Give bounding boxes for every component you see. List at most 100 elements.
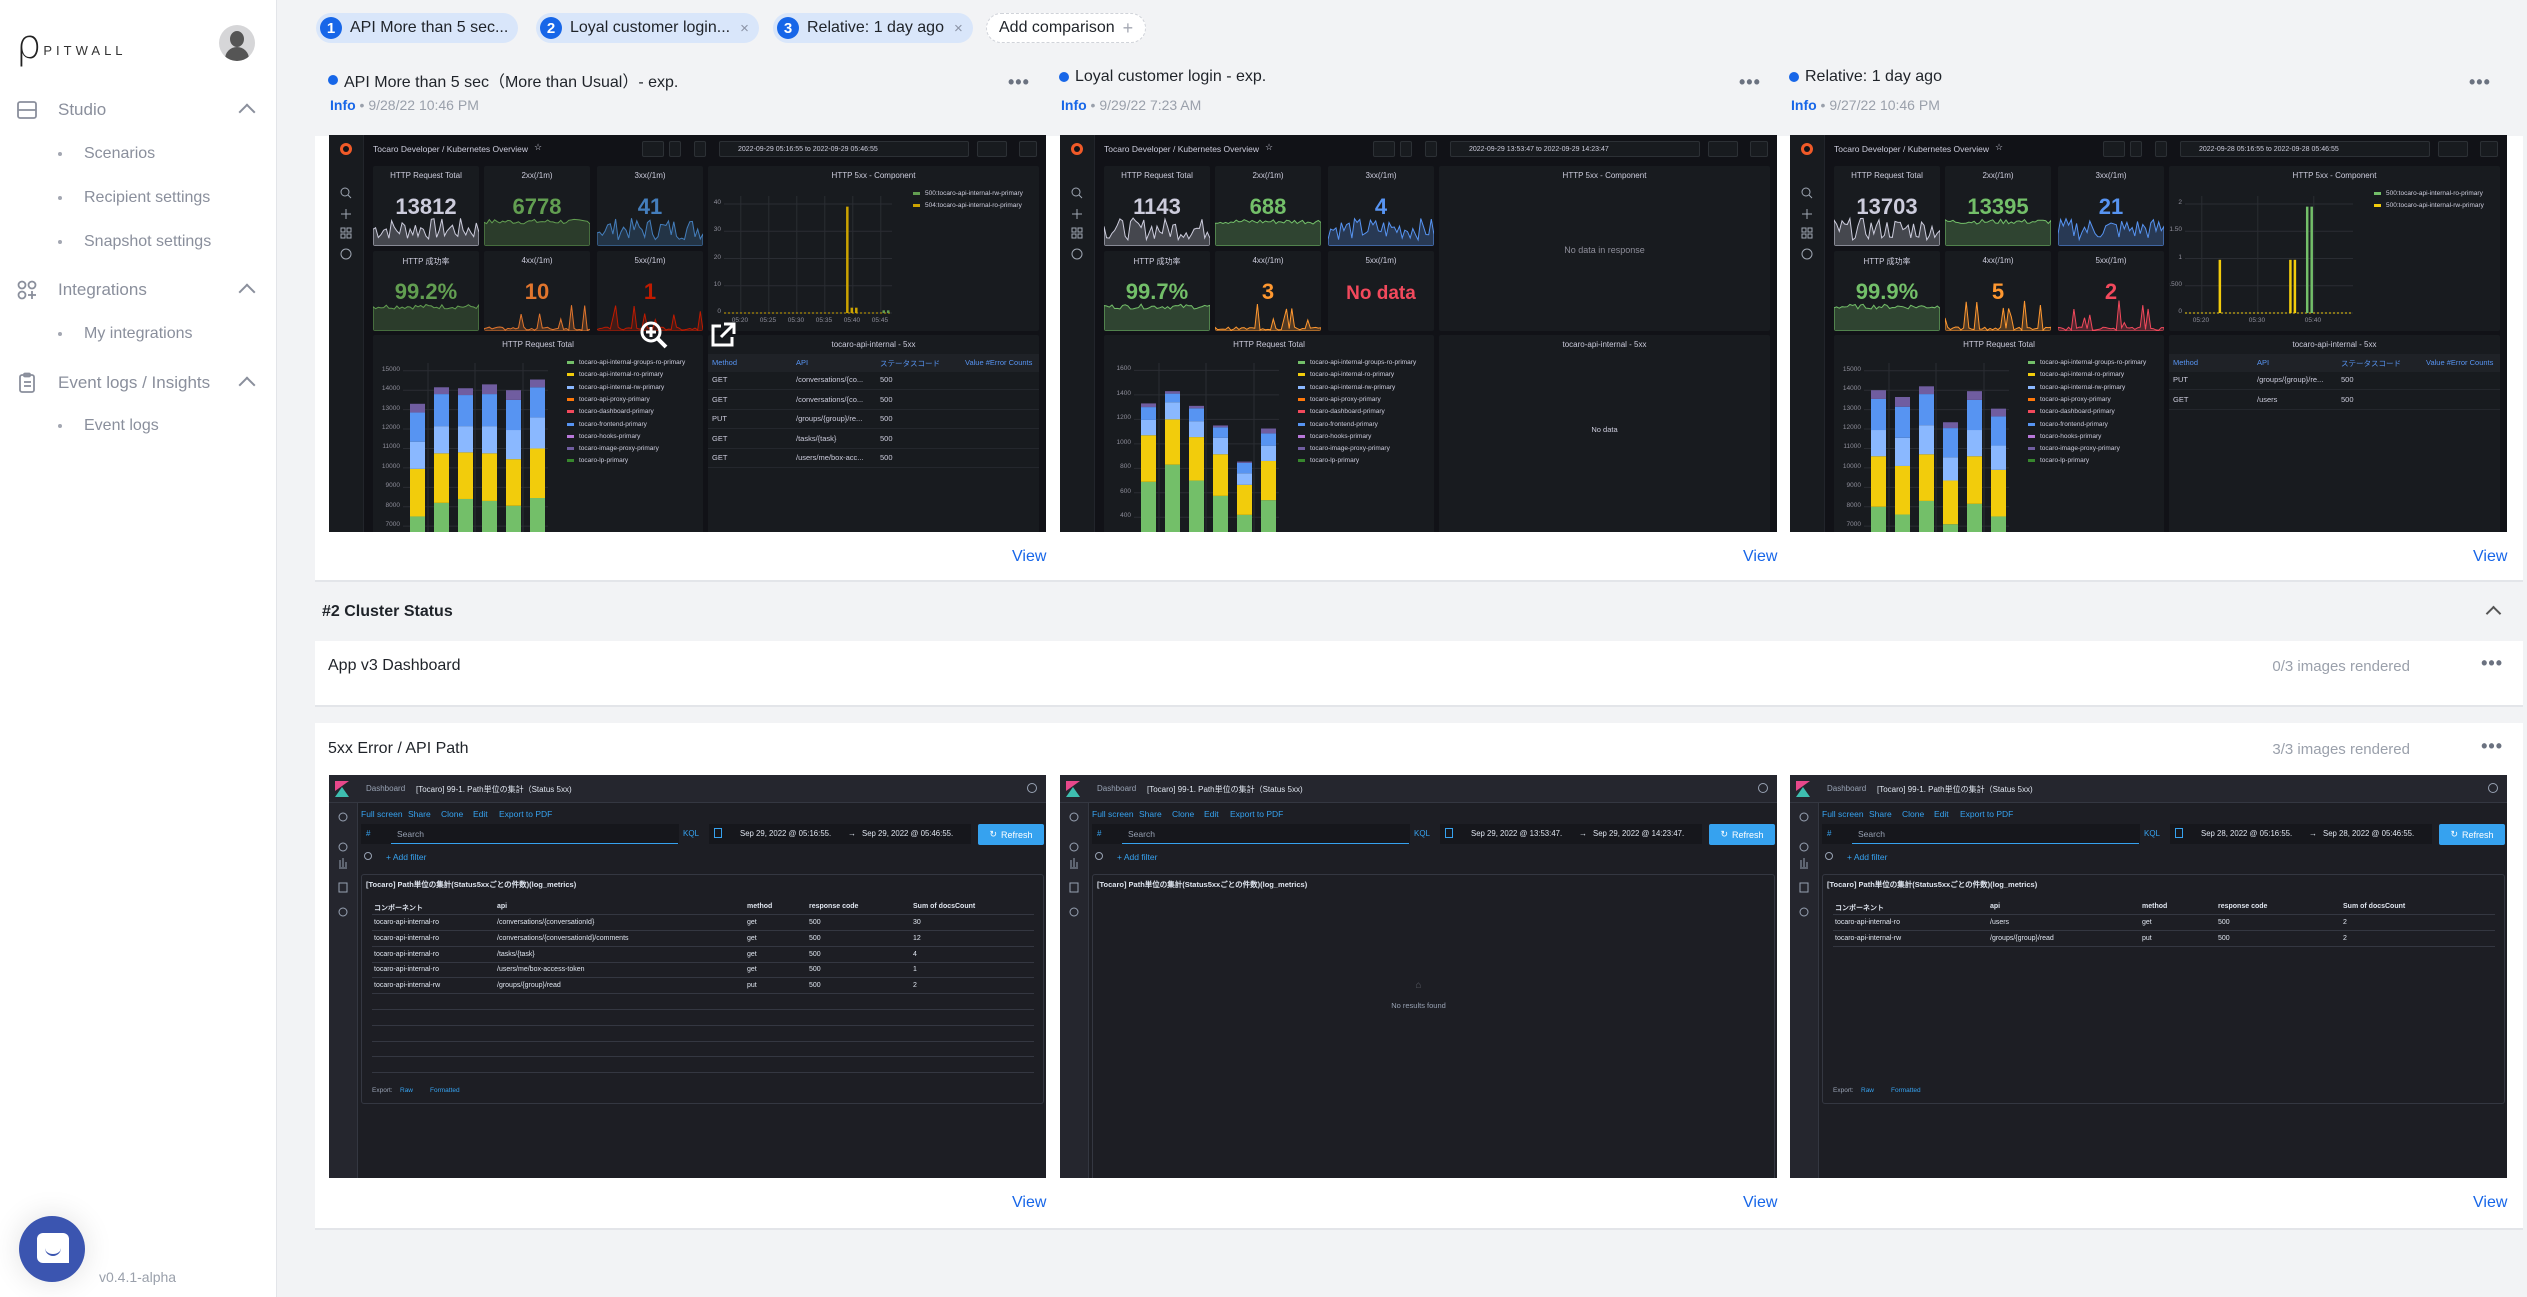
settings-button[interactable] <box>694 141 706 157</box>
table-header-cell[interactable]: Method <box>2173 358 2199 367</box>
stat-panel[interactable]: 2xx(/1m) 688 <box>1215 166 1321 246</box>
table-header-cell[interactable]: Value #Error Counts <box>2426 358 2494 367</box>
view-link[interactable]: View <box>1743 548 1778 565</box>
legend-item[interactable]: tocaro-hooks-primary <box>567 433 640 440</box>
stat-panel[interactable]: HTTP 成功率 99.2% <box>373 251 479 331</box>
table-header-cell[interactable]: Sum of docsCount <box>913 903 976 910</box>
search-input[interactable]: Search <box>1852 824 2139 844</box>
save-button[interactable] <box>669 141 681 157</box>
calendar-icon[interactable] <box>714 828 722 838</box>
refresh-button[interactable]: ↻ Refresh <box>978 824 1044 845</box>
legend-item[interactable]: 500:tocaro-api-internal-ro-primary <box>2374 190 2483 197</box>
stat-panel[interactable]: HTTP Request Total 13812 <box>373 166 479 246</box>
toolbar-link[interactable]: Share <box>408 809 431 819</box>
toolbar-link[interactable]: Export to PDF <box>1960 809 2014 819</box>
sidebar-item-my-integrations[interactable]: My integrations <box>58 325 193 343</box>
more-options-button[interactable]: ••• <box>1008 72 1030 92</box>
table-header-cell[interactable]: api <box>1990 903 2001 910</box>
end-date[interactable]: Sep 29, 2022 @ 05:46:55. <box>862 829 954 838</box>
pitwall-logo[interactable]: ρ PITWALL <box>16 25 127 65</box>
index-pattern-menu[interactable]: # <box>1827 829 1832 838</box>
legend-item[interactable]: tocaro-api-internal-ro-primary <box>2028 371 2124 378</box>
view-link[interactable]: View <box>1743 1194 1778 1211</box>
collapse-chevron-icon[interactable] <box>2485 605 2502 622</box>
table-header-cell[interactable]: Method <box>712 358 738 367</box>
toolbar-link[interactable]: Share <box>1139 809 1162 819</box>
more-options-button[interactable]: ••• <box>2481 653 2503 673</box>
chevron-up-icon[interactable] <box>238 376 256 394</box>
legend-item[interactable]: tocaro-frontend-primary <box>567 421 647 428</box>
close-icon[interactable]: × <box>740 19 749 37</box>
sidebar-item-recipient-settings[interactable]: Recipient settings <box>58 189 210 207</box>
legend-item[interactable]: tocaro-api-internal-ro-primary <box>1298 371 1394 378</box>
add-filter-link[interactable]: + Add filter <box>1847 852 1888 862</box>
filter-settings-icon[interactable] <box>364 852 372 860</box>
stat-panel[interactable]: 3xx(/1m) 4 <box>1328 166 1434 246</box>
zoom-in-icon[interactable] <box>639 320 669 350</box>
time-range-picker[interactable]: 2022-09-29 13:53:47 to 2022-09-29 14:23:… <box>1450 141 1700 157</box>
stat-panel[interactable]: 5xx(/1m) 1 <box>597 251 703 331</box>
time-range-picker[interactable]: 2022-09-28 05:16:55 to 2022-09-28 05:46:… <box>2180 141 2430 157</box>
legend-item[interactable]: tocaro-api-internal-groups-ro-primary <box>567 359 685 366</box>
sidebar-group-studio[interactable]: Studio <box>16 95 261 125</box>
star-icon[interactable]: ☆ <box>1995 142 2004 152</box>
legend-item[interactable]: 500:tocaro-api-internal-rw-primary <box>2374 202 2484 209</box>
help-icon[interactable] <box>1758 783 1768 793</box>
add-panel-button[interactable] <box>2103 141 2125 157</box>
user-avatar[interactable] <box>219 25 255 61</box>
add-panel-button[interactable] <box>642 141 664 157</box>
component-chart-panel[interactable]: HTTP 5xx - Component 0 0.500 1 1.50 2 05:20 05:… <box>2169 166 2500 331</box>
table-header-cell[interactable]: API <box>2257 358 2270 367</box>
breadcrumb-dashboard[interactable]: Dashboard <box>366 784 406 793</box>
legend-item[interactable]: tocaro-image-proxy-primary <box>1298 445 1390 452</box>
toolbar-link[interactable]: Clone <box>1902 809 1925 819</box>
comparison-tab-3[interactable]: 3 Relative: 1 day ago × <box>773 13 973 43</box>
stat-panel[interactable]: 3xx(/1m) 21 <box>2058 166 2164 246</box>
request-total-chart-panel[interactable]: HTTP Request Total 7000 8000 9000 10000 11000… <box>1834 335 2164 532</box>
more-options-button[interactable]: ••• <box>1739 72 1761 92</box>
settings-button[interactable] <box>2155 141 2167 157</box>
legend-item[interactable]: 500:tocaro-api-internal-rw-primary <box>913 190 1023 197</box>
stat-panel[interactable]: 4xx(/1m) 5 <box>1945 251 2051 331</box>
toolbar-link[interactable]: Edit <box>1204 809 1219 819</box>
add-filter-link[interactable]: + Add filter <box>1117 852 1158 862</box>
start-date[interactable]: Sep 29, 2022 @ 13:53:47. <box>1471 829 1563 838</box>
sidebar-group-integrations[interactable]: Integrations <box>16 275 261 305</box>
kql-toggle[interactable]: KQL <box>1414 829 1431 838</box>
refresh-button[interactable]: ↻ Refresh <box>1709 824 1775 845</box>
legend-item[interactable]: tocaro-api-proxy-primary <box>567 396 650 403</box>
stat-panel[interactable]: 5xx(/1m) 2 <box>2058 251 2164 331</box>
end-date[interactable]: Sep 29, 2022 @ 14:23:47. <box>1593 829 1685 838</box>
kql-toggle[interactable]: KQL <box>2144 829 2161 838</box>
table-header-cell[interactable]: API <box>796 358 809 367</box>
export-formatted-link[interactable]: Formatted <box>430 1087 460 1094</box>
start-date[interactable]: Sep 29, 2022 @ 05:16:55. <box>740 829 832 838</box>
stat-panel[interactable]: 2xx(/1m) 13395 <box>1945 166 2051 246</box>
sidebar-item-snapshot-settings[interactable]: Snapshot settings <box>58 233 211 251</box>
export-raw-link[interactable]: Raw <box>400 1087 414 1094</box>
add-comparison-button[interactable]: Add comparison + <box>986 13 1147 43</box>
refresh-button[interactable] <box>977 141 1007 157</box>
legend-item[interactable]: tocaro-lp-primary <box>2028 457 2089 464</box>
toolbar-link[interactable]: Clone <box>1172 809 1195 819</box>
grafana-snapshot[interactable]: Tocaro Developer / Kubernetes Overview ☆… <box>1790 135 2507 532</box>
toolbar-link[interactable]: Export to PDF <box>499 809 553 819</box>
info-link[interactable]: Info <box>1061 97 1087 113</box>
help-icon[interactable] <box>1027 783 1037 793</box>
add-panel-button[interactable] <box>1373 141 1395 157</box>
dashboard-breadcrumb[interactable]: Tocaro Developer / Kubernetes Overview <box>1104 144 1259 154</box>
toolbar-link[interactable]: Full screen <box>361 809 403 819</box>
legend-item[interactable]: tocaro-dashboard-primary <box>2028 408 2115 415</box>
legend-item[interactable]: tocaro-hooks-primary <box>2028 433 2101 440</box>
star-icon[interactable]: ☆ <box>1265 142 1274 152</box>
toolbar-link[interactable]: Export to PDF <box>1230 809 1284 819</box>
table-header-cell[interactable]: Value #Error Counts <box>965 358 1033 367</box>
snapshot-title[interactable]: Loyal customer login - exp. <box>1059 68 1266 86</box>
chevron-up-icon[interactable] <box>238 103 256 121</box>
snapshot-title[interactable]: Relative: 1 day ago <box>1789 68 1942 86</box>
stat-panel[interactable]: 3xx(/1m) 41 <box>597 166 703 246</box>
refresh-button[interactable] <box>1708 141 1738 157</box>
toolbar-link[interactable]: Share <box>1869 809 1892 819</box>
chevron-up-icon[interactable] <box>238 283 256 301</box>
comparison-tab-2[interactable]: 2 Loyal customer login... × <box>536 13 759 43</box>
